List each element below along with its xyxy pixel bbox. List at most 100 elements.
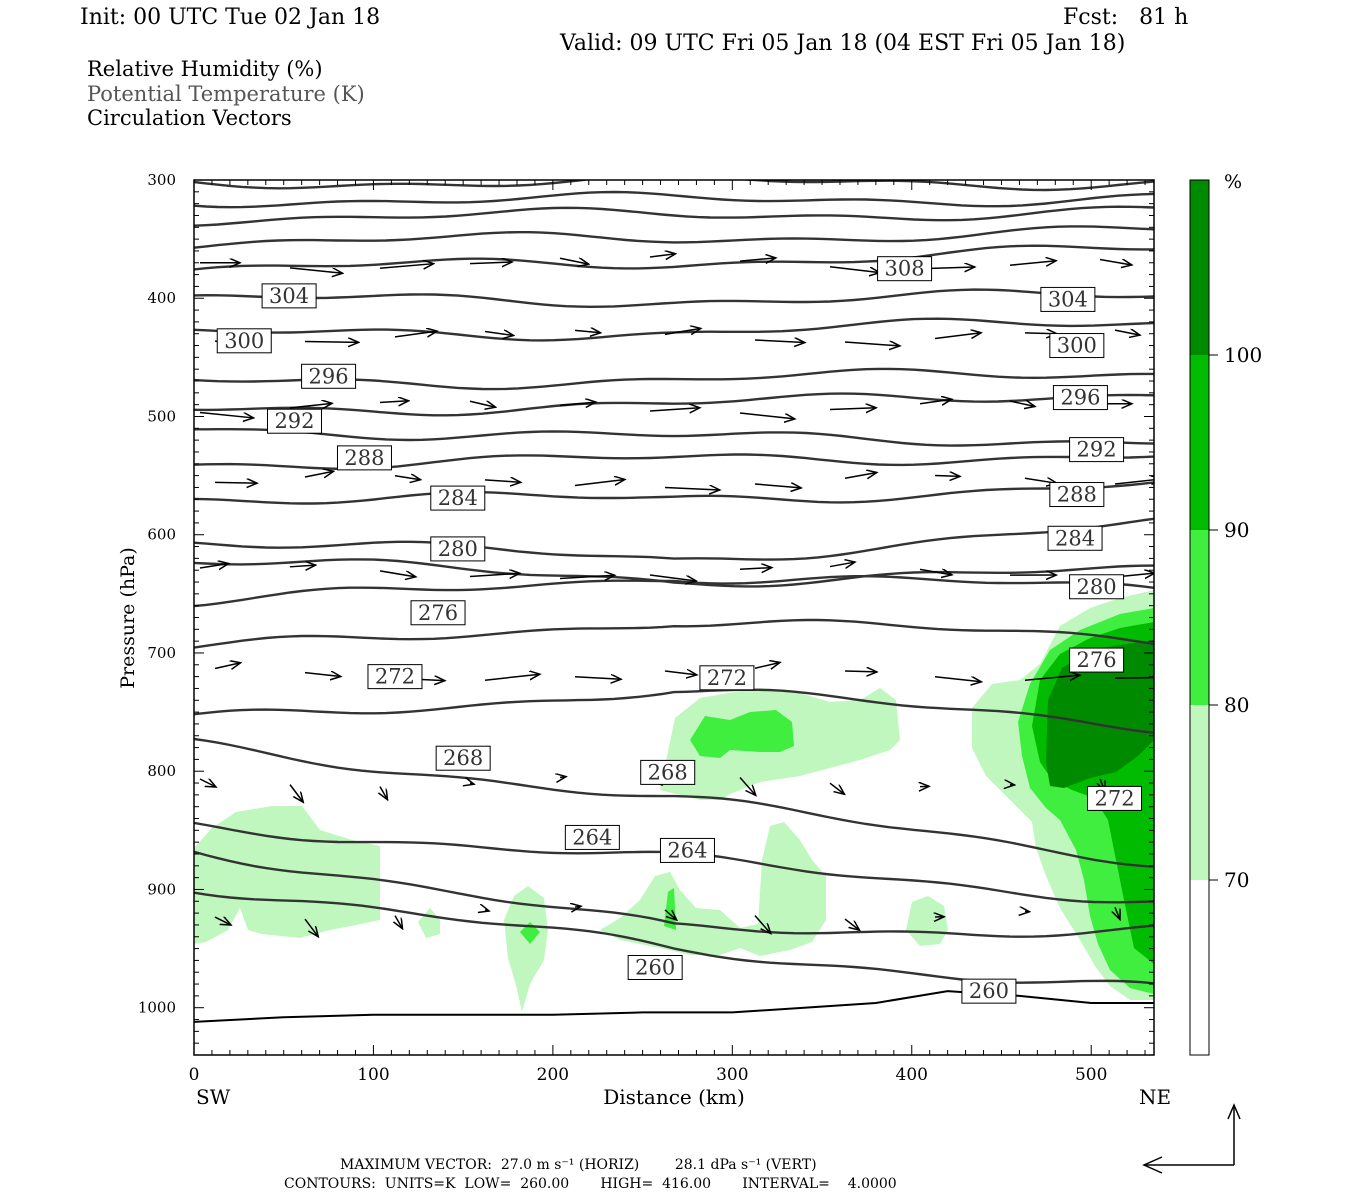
circulation-vector <box>574 677 621 680</box>
contour-label: 280 <box>430 536 486 562</box>
theta-contour <box>194 618 1154 649</box>
rh70-region-left <box>194 806 380 944</box>
circulation-vector <box>1114 330 1140 335</box>
circulation-vector <box>649 254 676 257</box>
circulation-vector <box>1009 401 1035 406</box>
y-tick-label: 800 <box>147 762 176 780</box>
contour-label: 308 <box>877 256 933 282</box>
theta-contour <box>194 190 1154 209</box>
circulation-vector <box>664 909 677 920</box>
svg-text:300: 300 <box>1057 334 1097 358</box>
circulation-vector <box>934 333 981 340</box>
svg-text:288: 288 <box>1057 483 1097 507</box>
contour-label: 272 <box>367 664 423 690</box>
reference-vector <box>1142 1103 1241 1174</box>
circulation-vector <box>754 915 771 934</box>
colorbar-unit: % <box>1224 171 1242 193</box>
circulation-vector <box>844 472 877 478</box>
circulation-vector <box>754 662 780 668</box>
x-tick-label: 200 <box>537 1065 569 1085</box>
circulation-vector <box>664 671 697 675</box>
circulation-vector <box>289 403 332 408</box>
theta-contour <box>194 225 1154 249</box>
svg-text:292: 292 <box>274 409 314 433</box>
contour-label: 264 <box>659 837 715 863</box>
right-end-label: NE <box>1139 1085 1171 1109</box>
contour-info: CONTOURS: UNITS=K LOW= 260.00 HIGH= 416.… <box>284 1176 897 1192</box>
circulation-vector <box>560 777 566 778</box>
svg-text:268: 268 <box>443 746 483 770</box>
contour-label: 284 <box>1047 525 1103 551</box>
circulation-vector <box>395 915 403 929</box>
contour-label: 288 <box>336 445 392 471</box>
svg-text:284: 284 <box>1055 526 1095 550</box>
contour-label: 268 <box>640 759 696 785</box>
contour-label: 296 <box>301 363 357 389</box>
surface-pressure-line <box>194 990 1154 1023</box>
contour-label: 284 <box>430 485 486 511</box>
colorbar-level-90: 90 <box>1224 518 1249 542</box>
theta-contour <box>194 288 1154 309</box>
valid-time: Valid: 09 UTC Fri 05 Jan 18 (04 EST Fri … <box>560 31 1126 56</box>
circulation-vector <box>754 484 801 488</box>
contour-label: 288 <box>1049 482 1105 508</box>
contour-label: 268 <box>435 745 491 771</box>
colorbar-level-70: 70 <box>1224 868 1249 892</box>
circulation-vector <box>844 918 860 930</box>
contour-labels: 308 304 304 300 300 296 296 292 292 288 288 284 284 2… <box>216 256 1143 1004</box>
x-tick-label: 500 <box>1075 1065 1107 1085</box>
theta-contour <box>194 737 1154 868</box>
circulation-vector <box>1099 258 1132 265</box>
circulation-vector <box>469 401 496 407</box>
svg-text:276: 276 <box>1077 648 1117 672</box>
circulation-vector <box>199 779 216 787</box>
rh70-region-blob1 <box>418 908 440 938</box>
svg-text:308: 308 <box>885 257 925 281</box>
svg-text:304: 304 <box>269 284 309 308</box>
circulation-vector <box>379 264 434 269</box>
circulation-vector <box>469 262 512 264</box>
theta-contour <box>194 481 1154 505</box>
contour-label: 304 <box>261 283 317 309</box>
x-tick-label: 400 <box>896 1065 928 1085</box>
circulation-vector <box>829 408 876 410</box>
circulation-vector <box>649 408 700 411</box>
svg-text:272: 272 <box>375 665 415 689</box>
contour-label: 260 <box>961 978 1017 1004</box>
circulation-vector <box>934 476 960 477</box>
circulation-vector <box>1009 261 1056 266</box>
rh70-region-small <box>906 896 948 946</box>
circulation-vector <box>380 786 388 800</box>
svg-text:292: 292 <box>1077 438 1117 462</box>
circulation-vector <box>214 663 241 669</box>
svg-text:264: 264 <box>667 838 707 862</box>
circulation-vector <box>199 563 229 568</box>
contour-label: 300 <box>216 328 272 354</box>
theta-contour <box>194 392 1154 417</box>
contour-label: 296 <box>1052 385 1108 411</box>
y-tick-label: 400 <box>147 289 176 307</box>
svg-text:272: 272 <box>707 666 747 690</box>
circulation-vector <box>304 918 318 937</box>
circulation-vector <box>664 328 701 334</box>
circulation-vector <box>739 776 756 795</box>
theta-contour <box>194 517 1154 561</box>
circulation-vector <box>485 910 489 911</box>
max-vector-info: MAXIMUM VECTOR: 27.0 m s⁻¹ (HORIZ) 28.1 … <box>340 1157 817 1173</box>
x-axis-label: Distance (km) <box>603 1085 745 1109</box>
circulation-vector <box>559 575 615 578</box>
svg-text:304: 304 <box>1048 287 1088 311</box>
circulation-vector <box>919 399 952 404</box>
forecast-hour: Fcst: 81 h <box>1063 5 1189 30</box>
svg-text:272: 272 <box>1094 786 1134 810</box>
circulation-vector <box>574 479 625 487</box>
svg-text:296: 296 <box>1060 386 1100 410</box>
x-tick-label: 300 <box>716 1065 748 1085</box>
circulation-vector <box>844 342 900 346</box>
theta-contour <box>194 205 1154 227</box>
axis-ticks <box>193 179 1154 1056</box>
y-tick-label: 700 <box>147 644 176 662</box>
circulation-vector <box>754 340 805 343</box>
circulation-vector <box>469 573 520 576</box>
